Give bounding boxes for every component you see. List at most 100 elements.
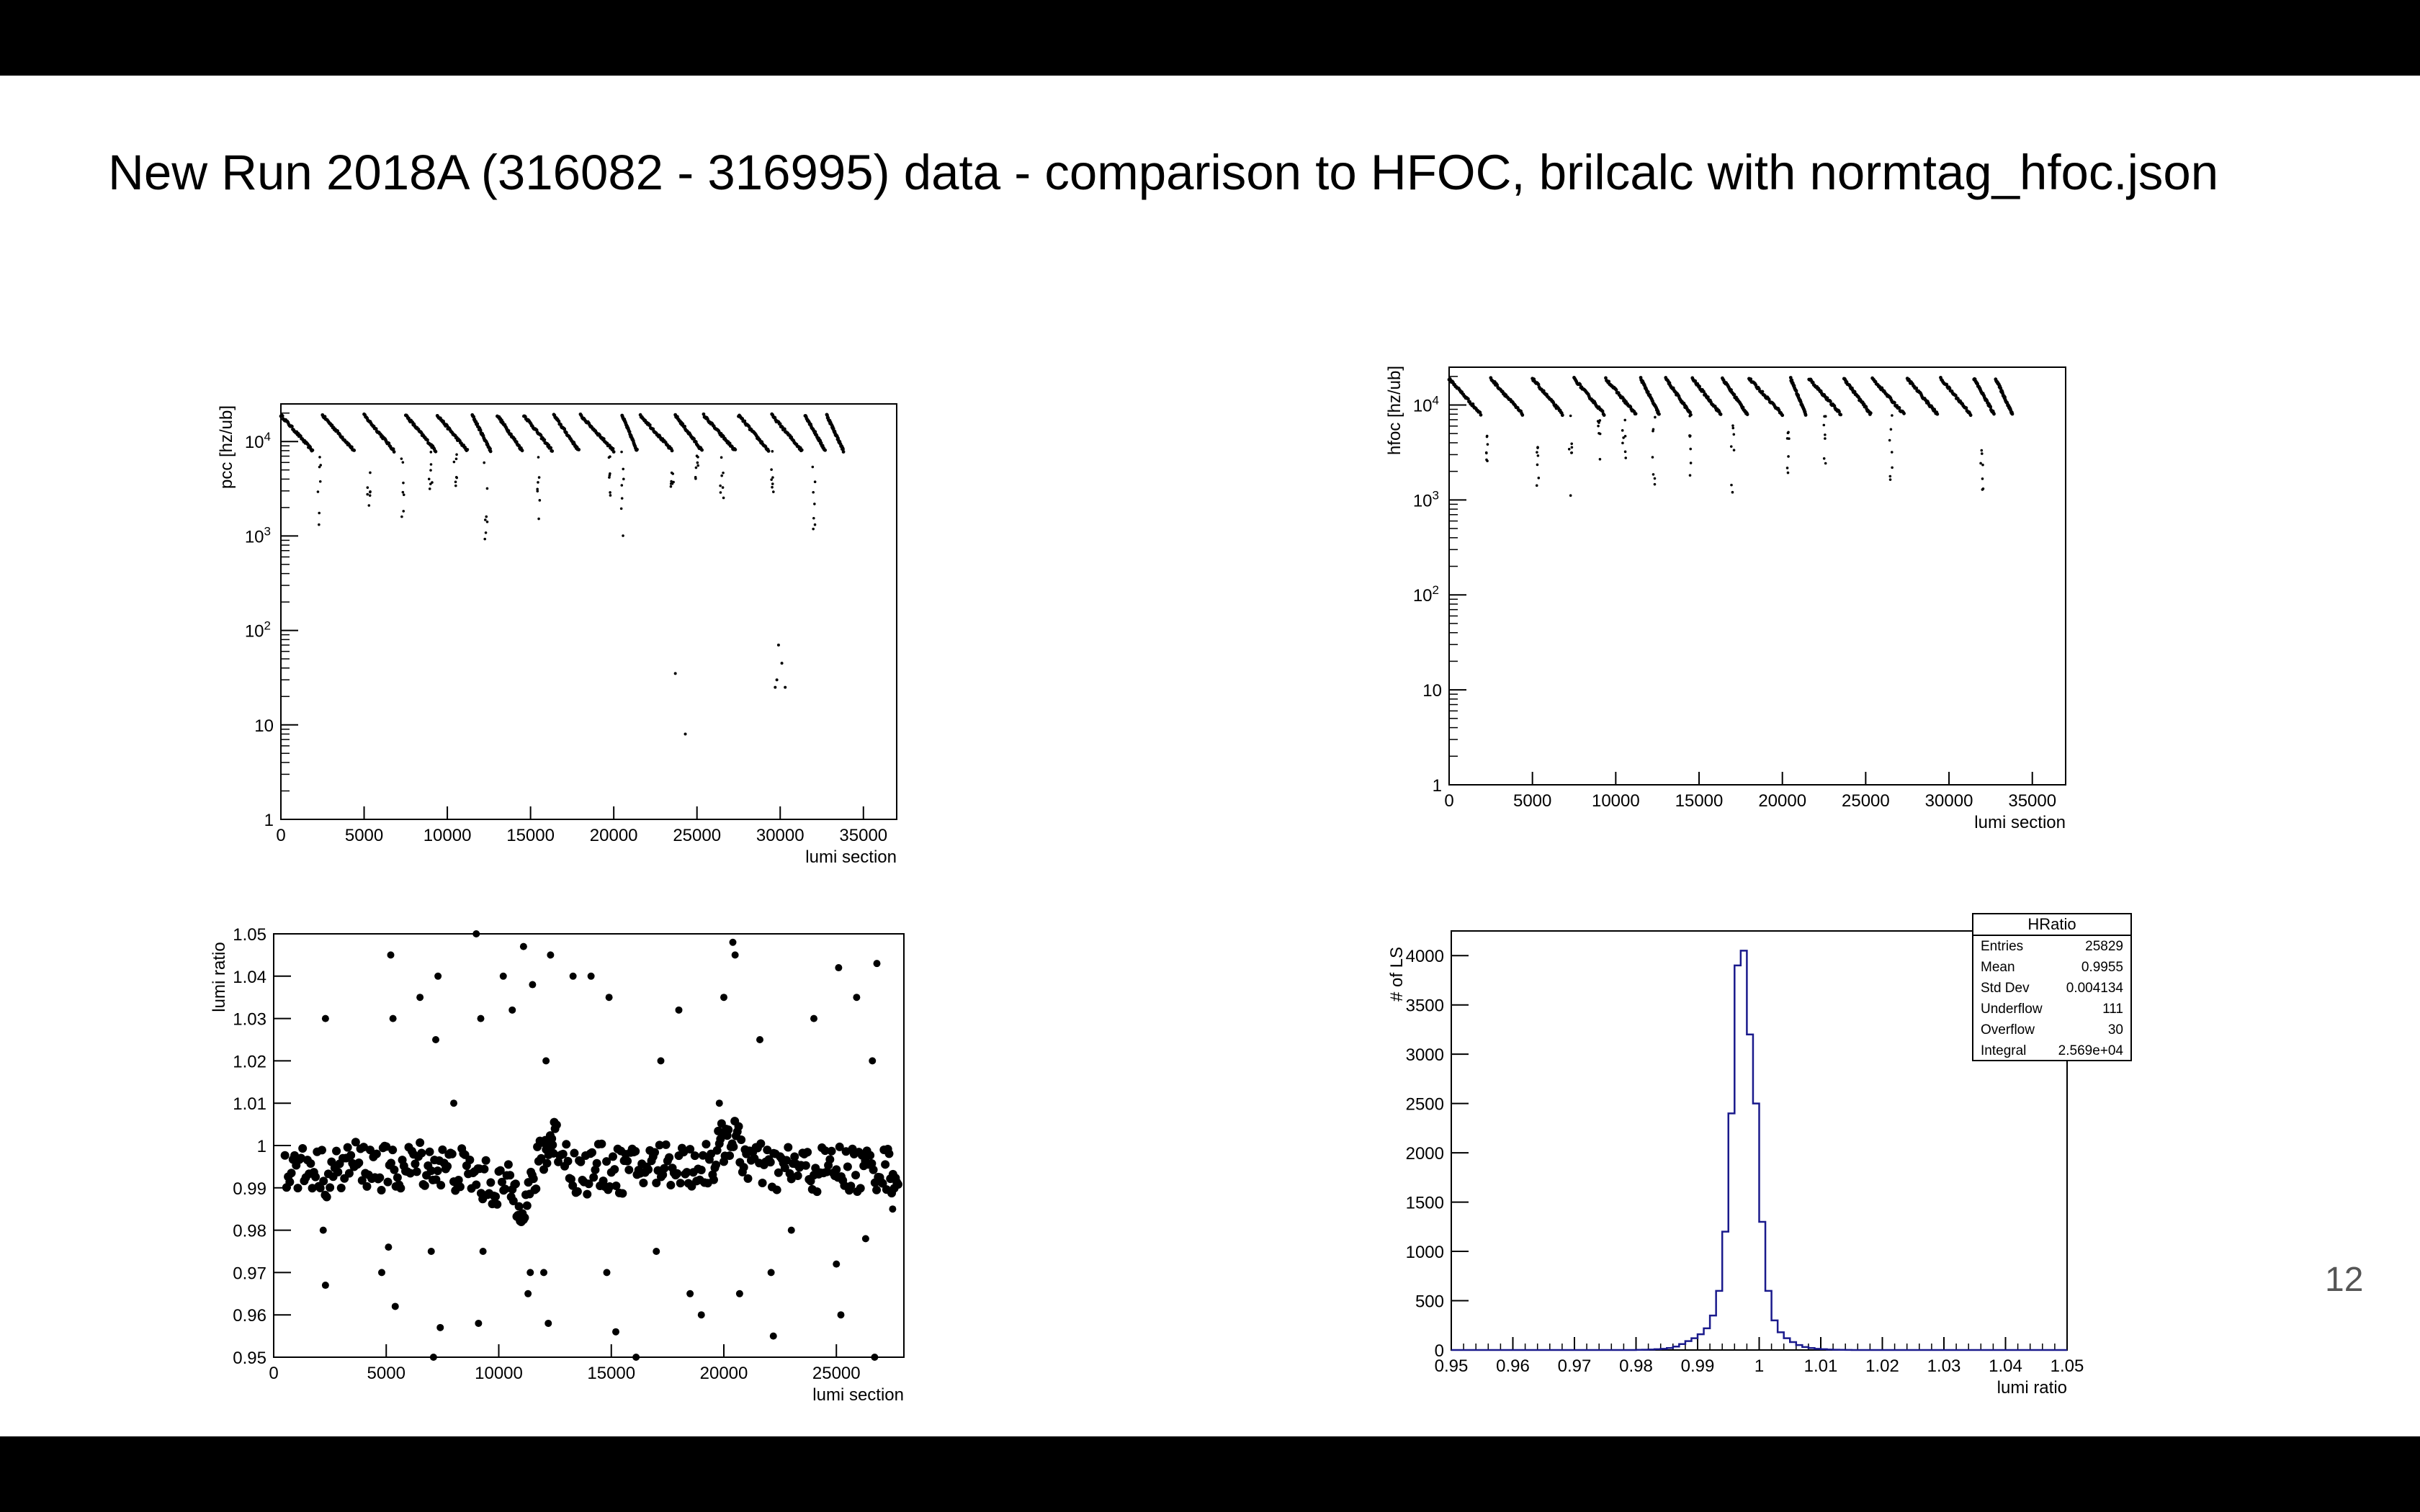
data-point	[514, 1202, 524, 1211]
slide	[0, 76, 2420, 1436]
data-point	[402, 510, 405, 513]
data-point	[1623, 450, 1627, 454]
data-point	[1760, 390, 1765, 394]
stats-box: HRatio Entries 25829 Mean 0.9955 Std Dev 0.…	[1972, 913, 2132, 1061]
data-point	[813, 523, 817, 526]
stats-label: Mean	[1981, 960, 2015, 975]
data-point	[1837, 410, 1841, 414]
data-point	[1891, 414, 1894, 417]
x-tick-label: 20000	[1758, 791, 1806, 811]
data-point	[780, 1164, 789, 1173]
data-point	[1688, 415, 1691, 418]
data-point	[591, 1165, 600, 1174]
y-tick-label: 1.02	[233, 1052, 266, 1071]
data-point	[280, 414, 284, 418]
data-point	[620, 484, 624, 487]
data-point	[758, 1179, 767, 1188]
data-point	[670, 449, 674, 453]
data-point	[673, 1169, 682, 1178]
data-point	[318, 480, 322, 483]
y-axis-label: # of LS	[1387, 947, 1407, 1002]
data-point	[793, 1171, 802, 1181]
data-point	[873, 960, 881, 968]
data-point	[431, 1175, 441, 1184]
data-point	[366, 486, 369, 489]
stats-title: HRatio	[1973, 914, 2130, 936]
data-point	[851, 1171, 861, 1180]
data-point	[362, 1182, 372, 1191]
data-point	[511, 1179, 520, 1189]
data-point	[1698, 384, 1702, 389]
data-point	[432, 1036, 439, 1043]
data-point	[1570, 451, 1574, 454]
y-tick-label: 1000	[1406, 1243, 1444, 1262]
x-tick-label: 0.98	[1619, 1356, 1653, 1376]
data-point	[317, 1146, 326, 1155]
data-point	[810, 1014, 817, 1022]
data-point	[835, 1142, 844, 1151]
data-point	[529, 1174, 538, 1184]
data-point	[739, 1163, 748, 1172]
stats-label: Std Dev	[1981, 981, 2030, 996]
data-point	[784, 685, 787, 689]
data-point	[763, 1146, 772, 1155]
stats-value: 2.569e+04	[2058, 1043, 2123, 1058]
data-point	[450, 1099, 457, 1107]
data-point	[813, 430, 817, 434]
data-point	[1968, 413, 1973, 418]
data-point	[465, 448, 470, 451]
data-point	[1732, 433, 1736, 436]
data-point	[584, 1179, 593, 1189]
data-point	[712, 1146, 722, 1155]
data-point	[1731, 424, 1734, 427]
x-tick-label: 15000	[506, 826, 555, 845]
data-point	[1621, 429, 1624, 432]
data-point	[592, 1158, 601, 1168]
data-point	[676, 1179, 685, 1188]
x-tick-label: 5000	[1513, 791, 1551, 811]
plot-frame	[1448, 366, 2066, 786]
data-point	[519, 942, 527, 950]
data-point	[354, 1158, 364, 1167]
data-point	[1634, 412, 1638, 416]
data-point	[1654, 415, 1657, 419]
data-point	[382, 1142, 391, 1151]
histogram-bin	[1685, 1341, 1692, 1350]
data-point	[443, 1161, 452, 1171]
data-point	[1981, 463, 1984, 467]
data-point	[293, 1184, 302, 1193]
data-point	[697, 1311, 705, 1319]
data-point	[333, 1167, 343, 1176]
data-point	[712, 1160, 721, 1169]
data-point	[1803, 413, 1808, 417]
data-point	[375, 1173, 385, 1182]
data-point	[1999, 386, 2003, 390]
stats-value: 0.004134	[2066, 981, 2123, 996]
data-point	[735, 1290, 743, 1297]
data-point	[670, 480, 673, 483]
data-point	[655, 1140, 664, 1150]
data-point	[290, 424, 294, 428]
data-point	[1600, 409, 1605, 413]
data-point	[729, 1142, 738, 1151]
data-point	[1889, 428, 1893, 431]
data-point	[737, 1135, 746, 1145]
data-point	[1787, 455, 1790, 458]
data-point	[733, 448, 738, 451]
data-point	[1485, 458, 1488, 462]
data-point	[786, 1174, 796, 1184]
y-tick-label: 103	[245, 524, 271, 546]
data-point	[412, 1167, 421, 1176]
data-point	[1914, 386, 1919, 390]
data-point	[1822, 423, 1826, 427]
y-tick-label: 2500	[1406, 1095, 1444, 1115]
data-point	[508, 1197, 518, 1206]
data-point	[520, 1213, 529, 1223]
data-point	[485, 515, 488, 518]
data-point	[454, 480, 457, 484]
data-point	[827, 1146, 836, 1156]
y-tick-label: 0	[1435, 1341, 1444, 1361]
data-point	[1888, 478, 1892, 481]
data-point	[1537, 477, 1541, 480]
x-tick-label: 1.05	[2051, 1356, 2084, 1376]
